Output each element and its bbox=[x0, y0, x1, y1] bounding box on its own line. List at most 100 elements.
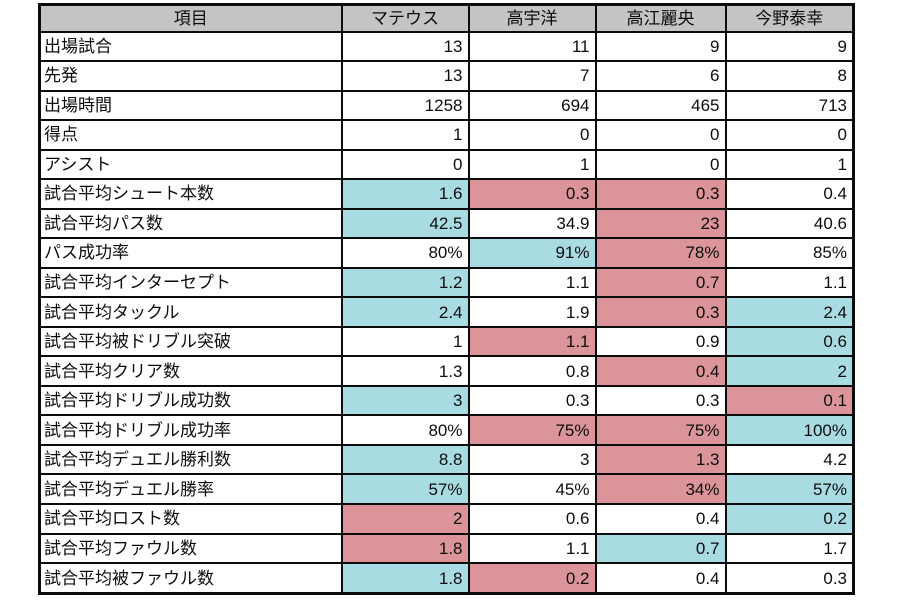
header-player-4: 今野泰幸 bbox=[724, 3, 855, 33]
stat-cell: 7 bbox=[467, 60, 597, 92]
row-label: 得点 bbox=[38, 119, 343, 151]
stat-cell: 0.3 bbox=[594, 296, 727, 328]
stat-cell: 85% bbox=[724, 237, 855, 269]
table-row: 試合平均ドリブル成功数 3 0.3 0.3 0.1 bbox=[38, 384, 855, 417]
stat-cell: 1.8 bbox=[340, 532, 470, 565]
stat-cell: 0.2 bbox=[467, 562, 597, 595]
header-item-label: 項目 bbox=[38, 3, 343, 33]
row-label: 試合平均デュエル勝利数 bbox=[38, 443, 343, 476]
stat-cell: 1.1 bbox=[467, 532, 597, 565]
stat-cell: 23 bbox=[594, 207, 727, 240]
table-row: 試合平均ファウル数 1.8 1.1 0.7 1.7 bbox=[38, 532, 855, 565]
row-label: 先発 bbox=[38, 60, 343, 92]
stat-cell: 0 bbox=[594, 148, 727, 181]
stat-cell: 80% bbox=[340, 414, 470, 446]
table-row: 得点 1 0 0 0 bbox=[38, 119, 855, 151]
stat-cell: 91% bbox=[467, 237, 597, 269]
stat-cell: 3 bbox=[467, 443, 597, 476]
stat-cell: 1 bbox=[467, 148, 597, 181]
stat-cell: 11 bbox=[467, 30, 597, 63]
stat-cell: 57% bbox=[724, 473, 855, 505]
stat-cell: 57% bbox=[340, 473, 470, 505]
row-label: 出場試合 bbox=[38, 30, 343, 63]
row-label: 出場時間 bbox=[38, 89, 343, 122]
stat-cell: 80% bbox=[340, 237, 470, 269]
stat-cell: 0.7 bbox=[594, 532, 727, 565]
stat-cell: 0.4 bbox=[594, 503, 727, 535]
row-label: 試合平均シュート本数 bbox=[38, 178, 343, 210]
stat-cell: 4.2 bbox=[724, 443, 855, 476]
table-row: パス成功率 80% 91% 78% 85% bbox=[38, 237, 855, 269]
stat-cell: 1.3 bbox=[340, 355, 470, 387]
stat-cell: 0.4 bbox=[594, 562, 727, 595]
stat-cell: 0.7 bbox=[594, 266, 727, 299]
table-row: 試合平均インターセプト 1.2 1.1 0.7 1.1 bbox=[38, 266, 855, 299]
stat-cell: 2 bbox=[340, 503, 470, 535]
stat-cell: 40.6 bbox=[724, 207, 855, 240]
row-label: アシスト bbox=[38, 148, 343, 181]
stat-cell: 713 bbox=[724, 89, 855, 122]
stat-cell: 465 bbox=[594, 89, 727, 122]
table-row: 試合平均ロスト数 2 0.6 0.4 0.2 bbox=[38, 503, 855, 535]
stat-cell: 75% bbox=[467, 414, 597, 446]
player-stats-table: 項目 マテウス 高宇洋 高江麗央 今野泰幸 出場試合 13 11 9 9 先発 13 7 6 8 出… bbox=[38, 3, 855, 595]
table-body: 出場試合 13 11 9 9 先発 13 7 6 8 出場時間 1258 694 465 713 得点 1 0 0 0… bbox=[38, 30, 855, 595]
table-row: 試合平均デュエル勝率 57% 45% 34% 57% bbox=[38, 473, 855, 505]
row-label: 試合平均インターセプト bbox=[38, 266, 343, 299]
stat-cell: 3 bbox=[340, 384, 470, 417]
row-label: 試合平均ロスト数 bbox=[38, 503, 343, 535]
stat-cell: 13 bbox=[340, 60, 470, 92]
table-row: 出場試合 13 11 9 9 bbox=[38, 30, 855, 63]
stat-cell: 0 bbox=[340, 148, 470, 181]
row-label: 試合平均パス数 bbox=[38, 207, 343, 240]
stat-cell: 2.4 bbox=[724, 296, 855, 328]
stat-cell: 1.7 bbox=[724, 532, 855, 565]
stat-cell: 1.1 bbox=[724, 266, 855, 299]
table-row: 試合平均ドリブル成功率 80% 75% 75% 100% bbox=[38, 414, 855, 446]
table-row: 試合平均被ドリブル突破 1 1.1 0.9 0.6 bbox=[38, 325, 855, 358]
row-label: 試合平均ドリブル成功率 bbox=[38, 414, 343, 446]
row-label: 試合平均クリア数 bbox=[38, 355, 343, 387]
stat-cell: 45% bbox=[467, 473, 597, 505]
stat-cell: 0 bbox=[594, 119, 727, 151]
stat-cell: 1.8 bbox=[340, 562, 470, 595]
row-label: 試合平均ファウル数 bbox=[38, 532, 343, 565]
stat-cell: 13 bbox=[340, 30, 470, 63]
stat-cell: 75% bbox=[594, 414, 727, 446]
row-label: 試合平均被ドリブル突破 bbox=[38, 325, 343, 358]
row-label: 試合平均被ファウル数 bbox=[38, 562, 343, 595]
table-row: 試合平均シュート本数 1.6 0.3 0.3 0.4 bbox=[38, 178, 855, 210]
stat-cell: 6 bbox=[594, 60, 727, 92]
header-player-3: 高江麗央 bbox=[594, 3, 727, 33]
table-row: 試合平均クリア数 1.3 0.8 0.4 2 bbox=[38, 355, 855, 387]
stat-cell: 8.8 bbox=[340, 443, 470, 476]
table-row: 出場時間 1258 694 465 713 bbox=[38, 89, 855, 122]
stat-cell: 2 bbox=[724, 355, 855, 387]
stat-cell: 0.3 bbox=[724, 562, 855, 595]
stat-cell: 0.4 bbox=[724, 178, 855, 210]
stat-cell: 2.4 bbox=[340, 296, 470, 328]
stat-cell: 0.3 bbox=[594, 384, 727, 417]
stat-cell: 1 bbox=[724, 148, 855, 181]
table-row: アシスト 0 1 0 1 bbox=[38, 148, 855, 181]
stat-cell: 1258 bbox=[340, 89, 470, 122]
stat-cell: 78% bbox=[594, 237, 727, 269]
header-player-2: 高宇洋 bbox=[467, 3, 597, 33]
table-row: 試合平均被ファウル数 1.8 0.2 0.4 0.3 bbox=[38, 562, 855, 595]
stat-cell: 1.1 bbox=[467, 325, 597, 358]
header-player-1: マテウス bbox=[340, 3, 470, 33]
stat-cell: 1.2 bbox=[340, 266, 470, 299]
stat-cell: 1.1 bbox=[467, 266, 597, 299]
stat-cell: 0.1 bbox=[724, 384, 855, 417]
row-label: 試合平均デュエル勝率 bbox=[38, 473, 343, 505]
stat-cell: 9 bbox=[594, 30, 727, 63]
stat-cell: 42.5 bbox=[340, 207, 470, 240]
stat-cell: 0 bbox=[724, 119, 855, 151]
row-label: 試合平均タックル bbox=[38, 296, 343, 328]
stat-cell: 1 bbox=[340, 119, 470, 151]
stat-cell: 0.9 bbox=[594, 325, 727, 358]
stat-cell: 0.3 bbox=[467, 384, 597, 417]
stat-cell: 1 bbox=[340, 325, 470, 358]
stat-cell: 1.3 bbox=[594, 443, 727, 476]
